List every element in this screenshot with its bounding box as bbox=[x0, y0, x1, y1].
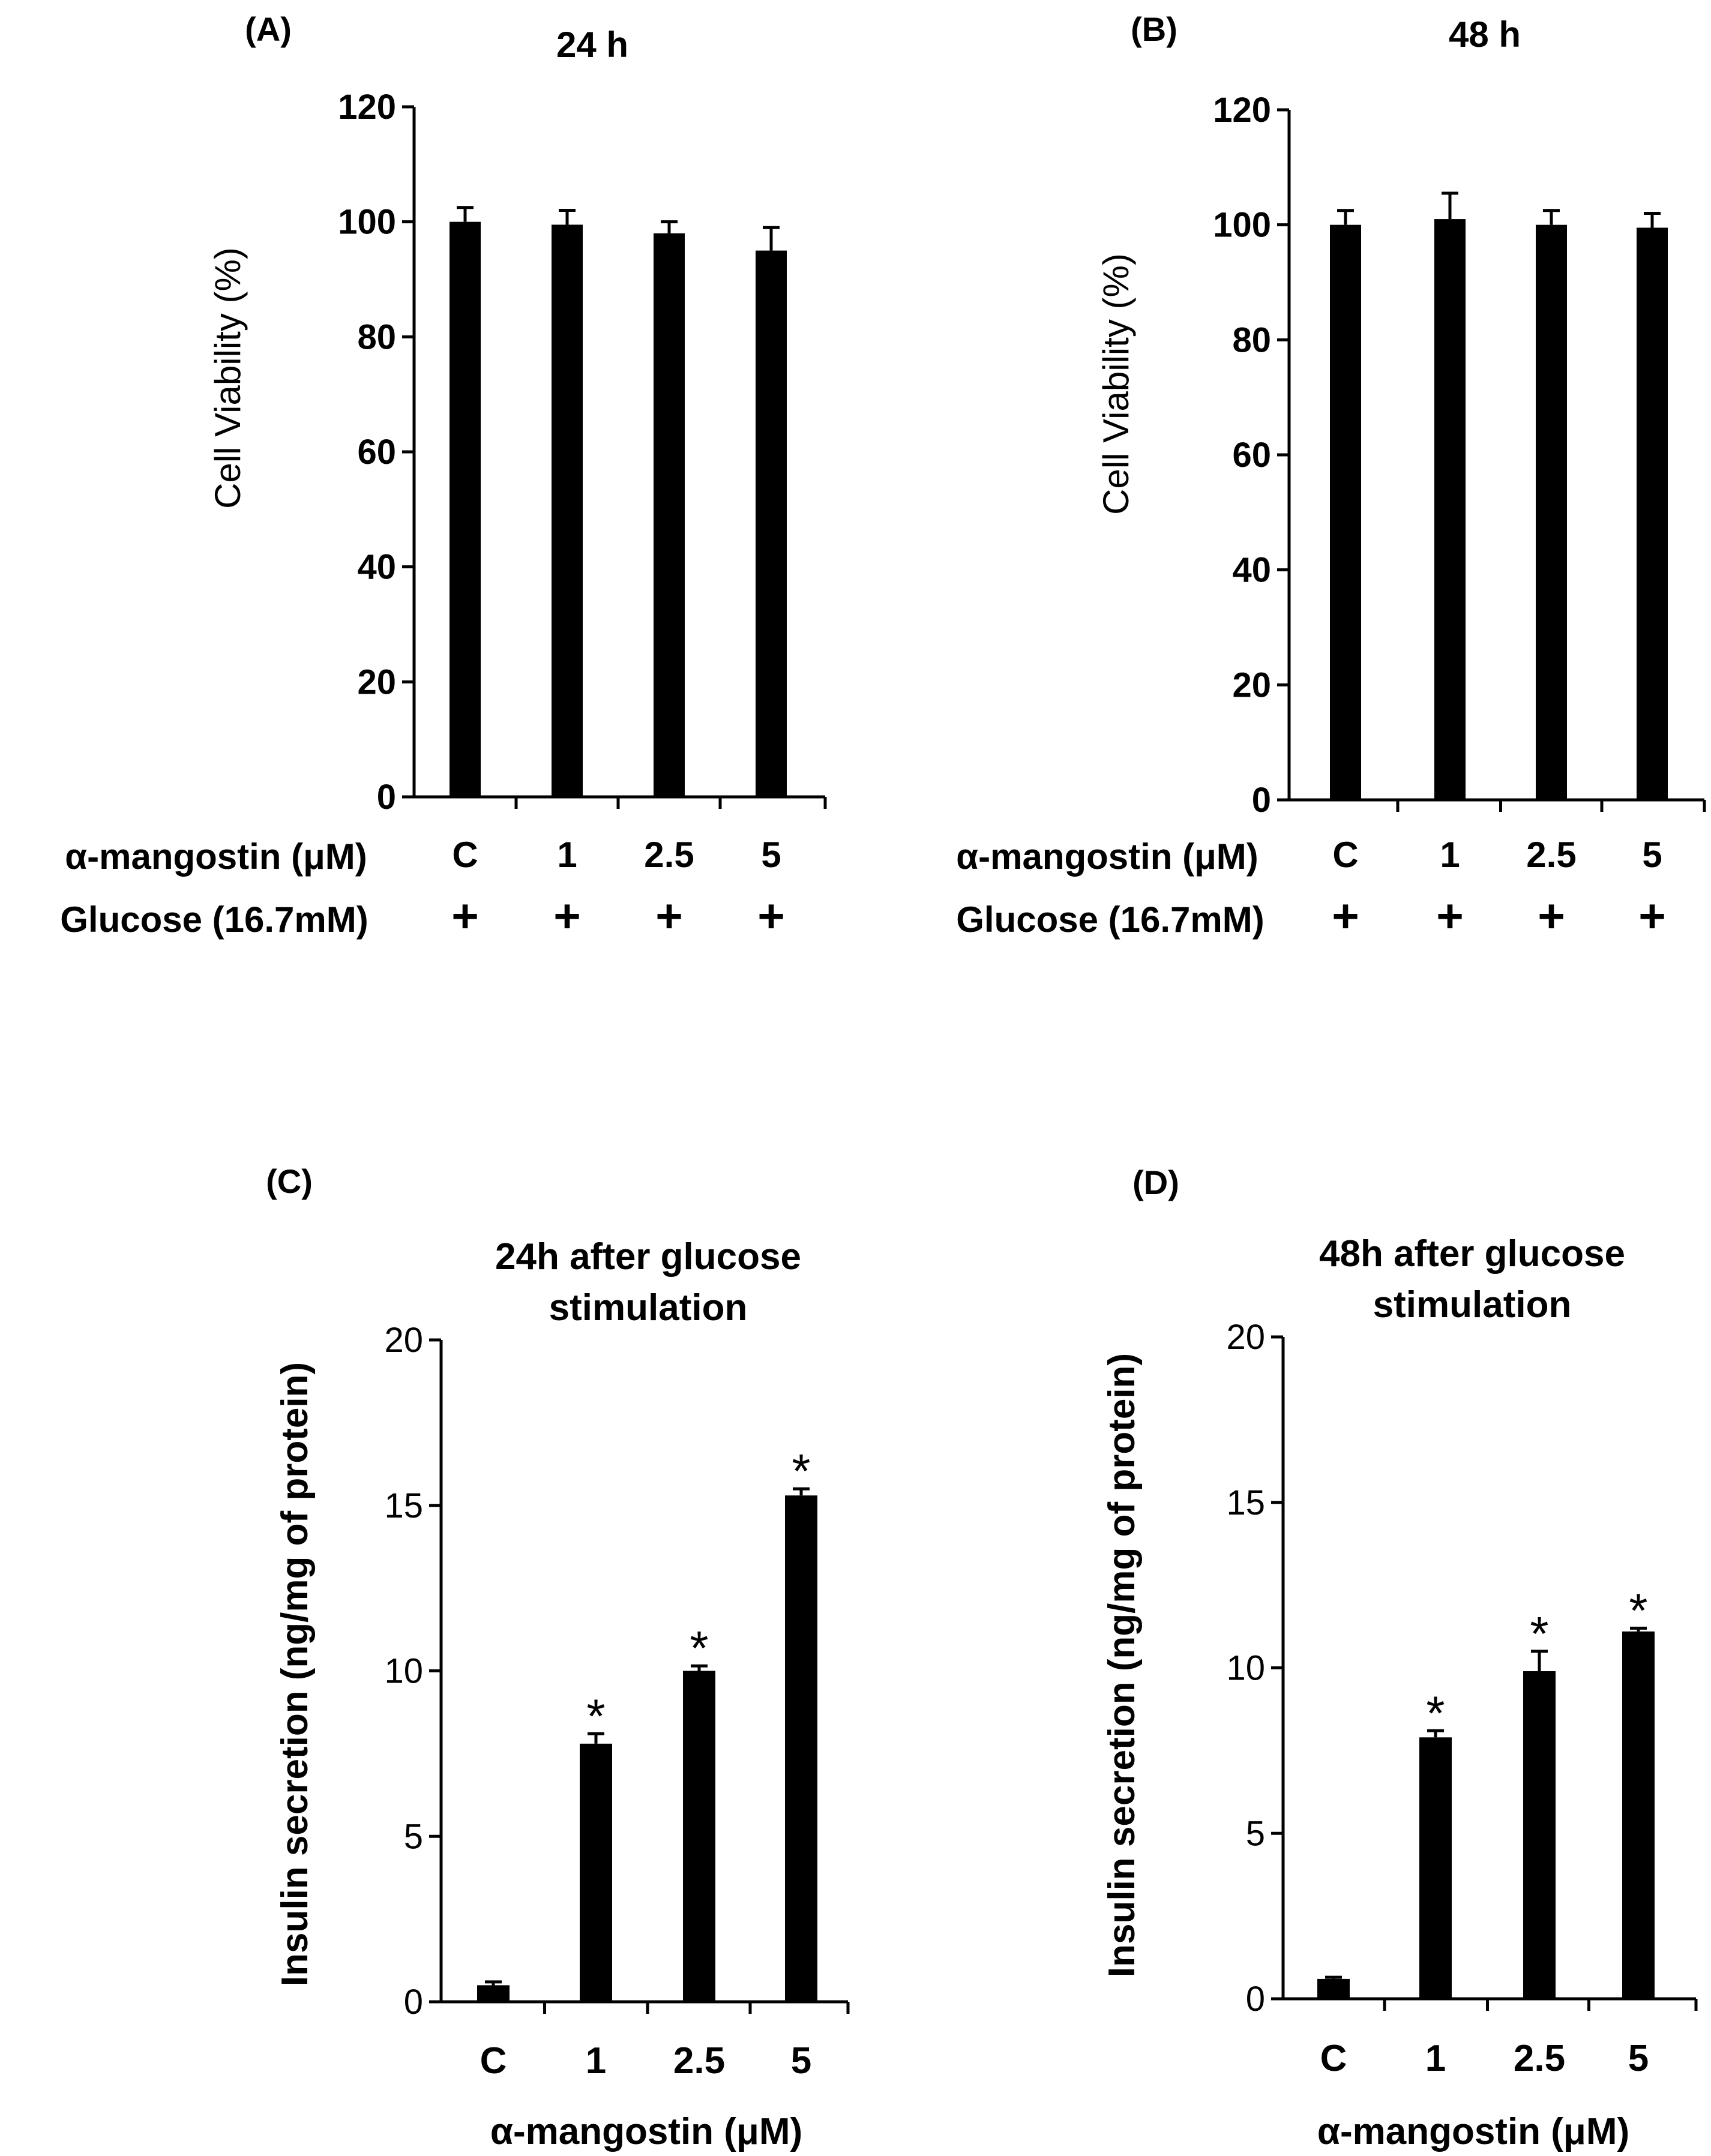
chart-d-y-axis-label: Insulin secretion (ng/mg of protein) bbox=[1101, 1353, 1143, 1977]
panel-label-b: (B) bbox=[1131, 10, 1177, 48]
chart-b-x-tick-label: 2.5 bbox=[1526, 835, 1576, 875]
chart-c-plot: 0 5 10 15 20 C * 1 * 2.5 * 5 bbox=[384, 1321, 850, 2082]
chart-b-glucose-marker: + bbox=[1638, 889, 1666, 942]
chart-a-y-tick-label: 120 bbox=[338, 88, 396, 127]
chart-d-x-tick-label: 1 bbox=[1425, 2038, 1446, 2079]
chart-a-y-tick-label: 100 bbox=[338, 203, 396, 242]
chart-a-x-tick-label: 5 bbox=[761, 835, 781, 875]
chart-b-y-tick-label: 60 bbox=[1232, 436, 1271, 475]
chart-b-compound-row-label: α-mangostin (μM) bbox=[956, 836, 1258, 877]
chart-b-y-tick-label: 120 bbox=[1213, 91, 1271, 130]
chart-b-title: 48 h bbox=[1449, 14, 1521, 55]
chart-b-y-tick-label: 40 bbox=[1232, 551, 1271, 590]
chart-d-y-tick-label: 5 bbox=[1246, 1814, 1265, 1853]
chart-c-x-axis-label: α-mangostin (μM) bbox=[490, 2111, 802, 2152]
chart-d-plot: 0 5 10 15 20 C * 1 * 2.5 * 5 bbox=[1226, 1318, 1698, 2079]
chart-a-y-tick-label: 0 bbox=[377, 778, 396, 817]
chart-a-glucose-row-label: Glucose (16.7mM) bbox=[60, 899, 368, 940]
chart-c-title-line1: 24h after glucose bbox=[495, 1236, 801, 1278]
chart-b-y-tick-label: 80 bbox=[1232, 320, 1271, 359]
chart-d-y-tick-label: 0 bbox=[1246, 1980, 1265, 2019]
panel-label-d: (D) bbox=[1132, 1164, 1179, 1201]
chart-c-significance-marker: * bbox=[690, 1621, 708, 1675]
chart-a-title: 24 h bbox=[556, 25, 628, 65]
chart-d-x-axis-label: α-mangostin (μM) bbox=[1317, 2111, 1629, 2152]
chart-a-glucose-marker: + bbox=[553, 889, 581, 942]
chart-a-bar-1 bbox=[552, 224, 583, 797]
chart-b-bar-1 bbox=[1434, 219, 1466, 800]
chart-d-y-tick-label: 10 bbox=[1226, 1649, 1265, 1688]
chart-b-bar-5 bbox=[1637, 227, 1668, 800]
chart-c-x-tick-label: 5 bbox=[791, 2040, 811, 2082]
chart-d-significance-marker: * bbox=[1629, 1584, 1647, 1637]
panel-label-c: (C) bbox=[266, 1162, 313, 1200]
chart-c-y-axis-label: Insulin secretion (ng/mg of protein) bbox=[274, 1362, 316, 1986]
chart-c-y-tick-label: 15 bbox=[384, 1486, 423, 1525]
chart-a-plot: 0 20 40 60 80 100 120 C +1 +2.5 +5 + bbox=[338, 88, 827, 942]
chart-c-y-tick-label: 20 bbox=[384, 1321, 423, 1360]
panel-label-a: (A) bbox=[245, 10, 292, 48]
chart-c-x-tick-label: C bbox=[480, 2040, 507, 2082]
chart-c-y-tick-label: 5 bbox=[404, 1817, 423, 1856]
chart-a-x-tick-label: C bbox=[452, 835, 478, 875]
chart-b-bar-2.5 bbox=[1536, 224, 1567, 800]
chart-d-y-tick-label: 20 bbox=[1226, 1318, 1265, 1357]
chart-d-bar-5 bbox=[1622, 1631, 1655, 1999]
chart-b-x-tick-label: C bbox=[1332, 835, 1358, 875]
chart-a-glucose-marker: + bbox=[757, 889, 785, 942]
chart-a-y-tick-label: 80 bbox=[357, 317, 396, 356]
chart-c-bar-1 bbox=[580, 1743, 612, 2002]
chart-a-compound-row-label: α-mangostin (μM) bbox=[65, 836, 367, 877]
chart-a-y-axis-label: Cell Viability (%) bbox=[208, 247, 248, 509]
chart-c-x-tick-label: 1 bbox=[586, 2040, 606, 2082]
chart-c-significance-marker: * bbox=[792, 1444, 810, 1498]
chart-c-title-line2: stimulation bbox=[549, 1287, 748, 1329]
chart-c-bar-2.5 bbox=[683, 1671, 715, 2002]
chart-b-plot: 0 20 40 60 80 100 120 C +1 +2.5 +5 + bbox=[1213, 91, 1706, 942]
chart-a-bar-5 bbox=[756, 250, 787, 797]
chart-c-bar-5 bbox=[785, 1495, 817, 2002]
chart-b-y-axis-label: Cell Viability (%) bbox=[1096, 253, 1136, 515]
chart-b-glucose-marker: + bbox=[1538, 889, 1565, 942]
chart-b-y-tick-label: 100 bbox=[1213, 206, 1271, 245]
chart-b-glucose-row-label: Glucose (16.7mM) bbox=[956, 899, 1264, 940]
chart-c-y-tick-label: 0 bbox=[404, 1983, 423, 2022]
chart-d-significance-marker: * bbox=[1426, 1686, 1445, 1740]
chart-d-bar-1 bbox=[1419, 1737, 1452, 1999]
chart-b-glucose-marker: + bbox=[1332, 889, 1359, 942]
chart-a-glucose-marker: + bbox=[451, 889, 479, 942]
chart-c-x-tick-label: 2.5 bbox=[673, 2040, 725, 2082]
chart-a-x-tick-label: 2.5 bbox=[644, 835, 694, 875]
chart-b-y-tick-label: 20 bbox=[1232, 665, 1271, 704]
chart-d-title-line2: stimulation bbox=[1373, 1284, 1572, 1326]
chart-c-y-tick-label: 10 bbox=[384, 1652, 423, 1691]
chart-a-glucose-marker: + bbox=[655, 889, 683, 942]
chart-c-significance-marker: * bbox=[586, 1689, 605, 1743]
chart-a-x-tick-label: 1 bbox=[557, 835, 577, 875]
chart-d-y-tick-label: 15 bbox=[1226, 1483, 1265, 1522]
chart-d-bar-2.5 bbox=[1523, 1671, 1556, 1999]
chart-d-x-tick-label: 5 bbox=[1628, 2038, 1649, 2079]
chart-c-bar-C bbox=[477, 1985, 510, 2002]
chart-d-significance-marker: * bbox=[1530, 1607, 1548, 1660]
chart-b-x-tick-label: 5 bbox=[1642, 835, 1662, 875]
chart-d-title-line1: 48h after glucose bbox=[1319, 1233, 1625, 1275]
chart-d-x-tick-label: C bbox=[1320, 2038, 1347, 2079]
chart-a-y-tick-label: 60 bbox=[357, 433, 396, 472]
chart-a-bar-2.5 bbox=[654, 233, 685, 797]
chart-b-x-tick-label: 1 bbox=[1440, 835, 1460, 875]
chart-d-x-tick-label: 2.5 bbox=[1514, 2038, 1565, 2079]
chart-b-glucose-marker: + bbox=[1436, 889, 1464, 942]
chart-a-y-tick-label: 20 bbox=[357, 662, 396, 701]
chart-b-bar-C bbox=[1330, 224, 1361, 800]
chart-a-bar-C bbox=[450, 221, 481, 797]
chart-d-bar-C bbox=[1317, 1978, 1350, 1999]
chart-b-y-tick-label: 0 bbox=[1252, 781, 1271, 820]
chart-a-y-tick-label: 40 bbox=[357, 548, 396, 587]
